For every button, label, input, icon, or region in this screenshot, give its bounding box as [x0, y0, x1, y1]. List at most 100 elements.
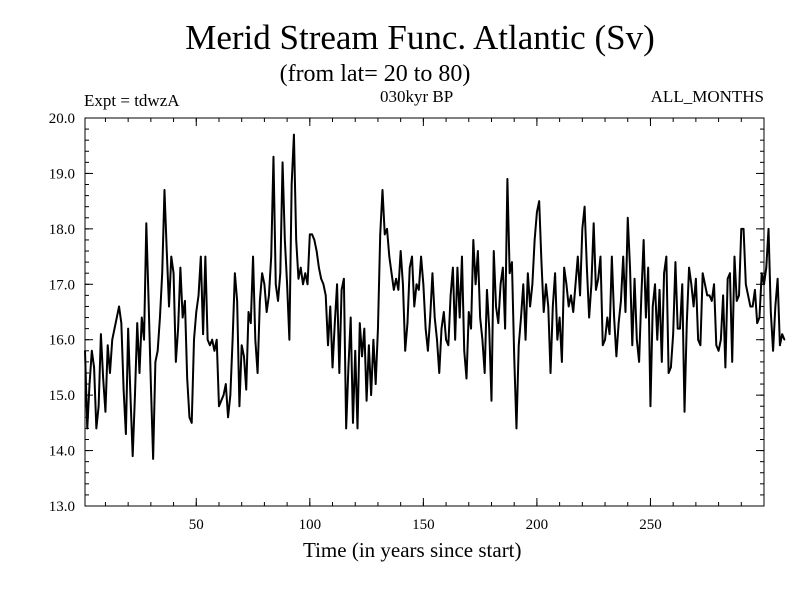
data-point	[456, 266, 459, 269]
data-point	[265, 311, 268, 313]
data-point	[536, 211, 538, 214]
data-point	[172, 272, 175, 275]
data-point	[379, 233, 382, 236]
data-point	[88, 383, 91, 385]
data-point	[229, 394, 232, 396]
data-point	[772, 350, 774, 352]
data-point	[611, 255, 613, 258]
data-point	[447, 344, 450, 347]
data-point	[272, 156, 275, 158]
data-point	[97, 405, 100, 408]
data-point	[327, 344, 329, 347]
data-point	[463, 350, 466, 352]
data-point	[406, 322, 409, 324]
data-point	[299, 266, 302, 269]
data-point	[704, 283, 706, 286]
data-point	[429, 316, 431, 319]
data-point	[563, 266, 565, 269]
data-point	[508, 272, 511, 275]
data-point	[433, 316, 436, 319]
data-point	[365, 399, 368, 402]
data-point	[740, 228, 743, 230]
data-point	[311, 233, 313, 236]
data-point	[100, 333, 102, 335]
data-point	[495, 305, 497, 308]
data-point	[679, 327, 681, 330]
data-point	[672, 333, 674, 335]
data-point	[386, 228, 388, 230]
data-point	[408, 266, 411, 269]
data-point	[261, 272, 263, 275]
data-point	[206, 338, 209, 341]
data-point	[699, 344, 702, 347]
y-tick-label: 17.0	[49, 277, 75, 293]
data-point	[93, 366, 95, 369]
data-point	[315, 250, 318, 252]
data-point	[738, 294, 740, 297]
data-point	[565, 283, 568, 286]
data-point	[472, 239, 475, 241]
data-point	[338, 372, 341, 374]
data-point	[281, 161, 284, 164]
data-point	[549, 372, 552, 374]
data-point	[140, 316, 143, 319]
x-tick-labels: 50 100 150 200 250	[189, 517, 662, 533]
data-point	[318, 266, 320, 269]
data-point	[145, 222, 148, 225]
data-point	[767, 228, 770, 230]
data-point	[574, 283, 577, 286]
data-point	[533, 239, 536, 241]
data-point	[324, 294, 327, 297]
data-point	[115, 316, 118, 319]
data-point	[306, 283, 309, 286]
data-point	[638, 361, 640, 363]
data-point	[651, 305, 654, 308]
data-point	[770, 311, 772, 313]
data-point	[127, 327, 129, 330]
data-point	[745, 283, 747, 286]
data-point	[209, 344, 211, 347]
data-point	[561, 361, 563, 363]
data-point	[150, 383, 152, 385]
data-point	[626, 216, 629, 219]
data-point	[595, 289, 597, 291]
data-point	[161, 272, 164, 275]
data-point	[599, 255, 602, 258]
data-point	[754, 289, 756, 291]
data-point	[200, 255, 202, 258]
data-point	[763, 283, 765, 286]
data-point	[483, 372, 486, 374]
data-point	[776, 277, 779, 280]
data-point	[661, 361, 663, 363]
data-point	[590, 283, 593, 286]
chart-title: Merid Stream Func. Atlantic (Sv)	[185, 18, 655, 57]
data-point	[418, 289, 420, 291]
data-point	[645, 316, 647, 319]
data-point	[165, 250, 168, 252]
data-point	[234, 272, 236, 275]
data-point	[604, 338, 606, 341]
data-point	[479, 316, 481, 319]
data-point	[538, 200, 540, 202]
data-point	[779, 344, 781, 347]
data-point	[547, 305, 550, 308]
data-point	[690, 283, 693, 286]
data-point	[297, 277, 300, 280]
data-point	[358, 322, 361, 324]
data-point	[125, 433, 127, 435]
data-point	[556, 338, 559, 341]
data-point	[522, 283, 525, 286]
data-point	[524, 338, 527, 341]
data-point	[742, 228, 745, 230]
data-point	[676, 327, 679, 330]
data-point	[452, 266, 454, 269]
data-point	[336, 283, 338, 286]
data-point	[458, 316, 461, 319]
data-point	[122, 388, 125, 391]
data-point	[674, 261, 677, 263]
data-point	[340, 289, 343, 291]
data-point	[642, 239, 645, 241]
data-point	[531, 283, 534, 286]
data-point	[552, 305, 554, 308]
data-point	[622, 255, 624, 258]
